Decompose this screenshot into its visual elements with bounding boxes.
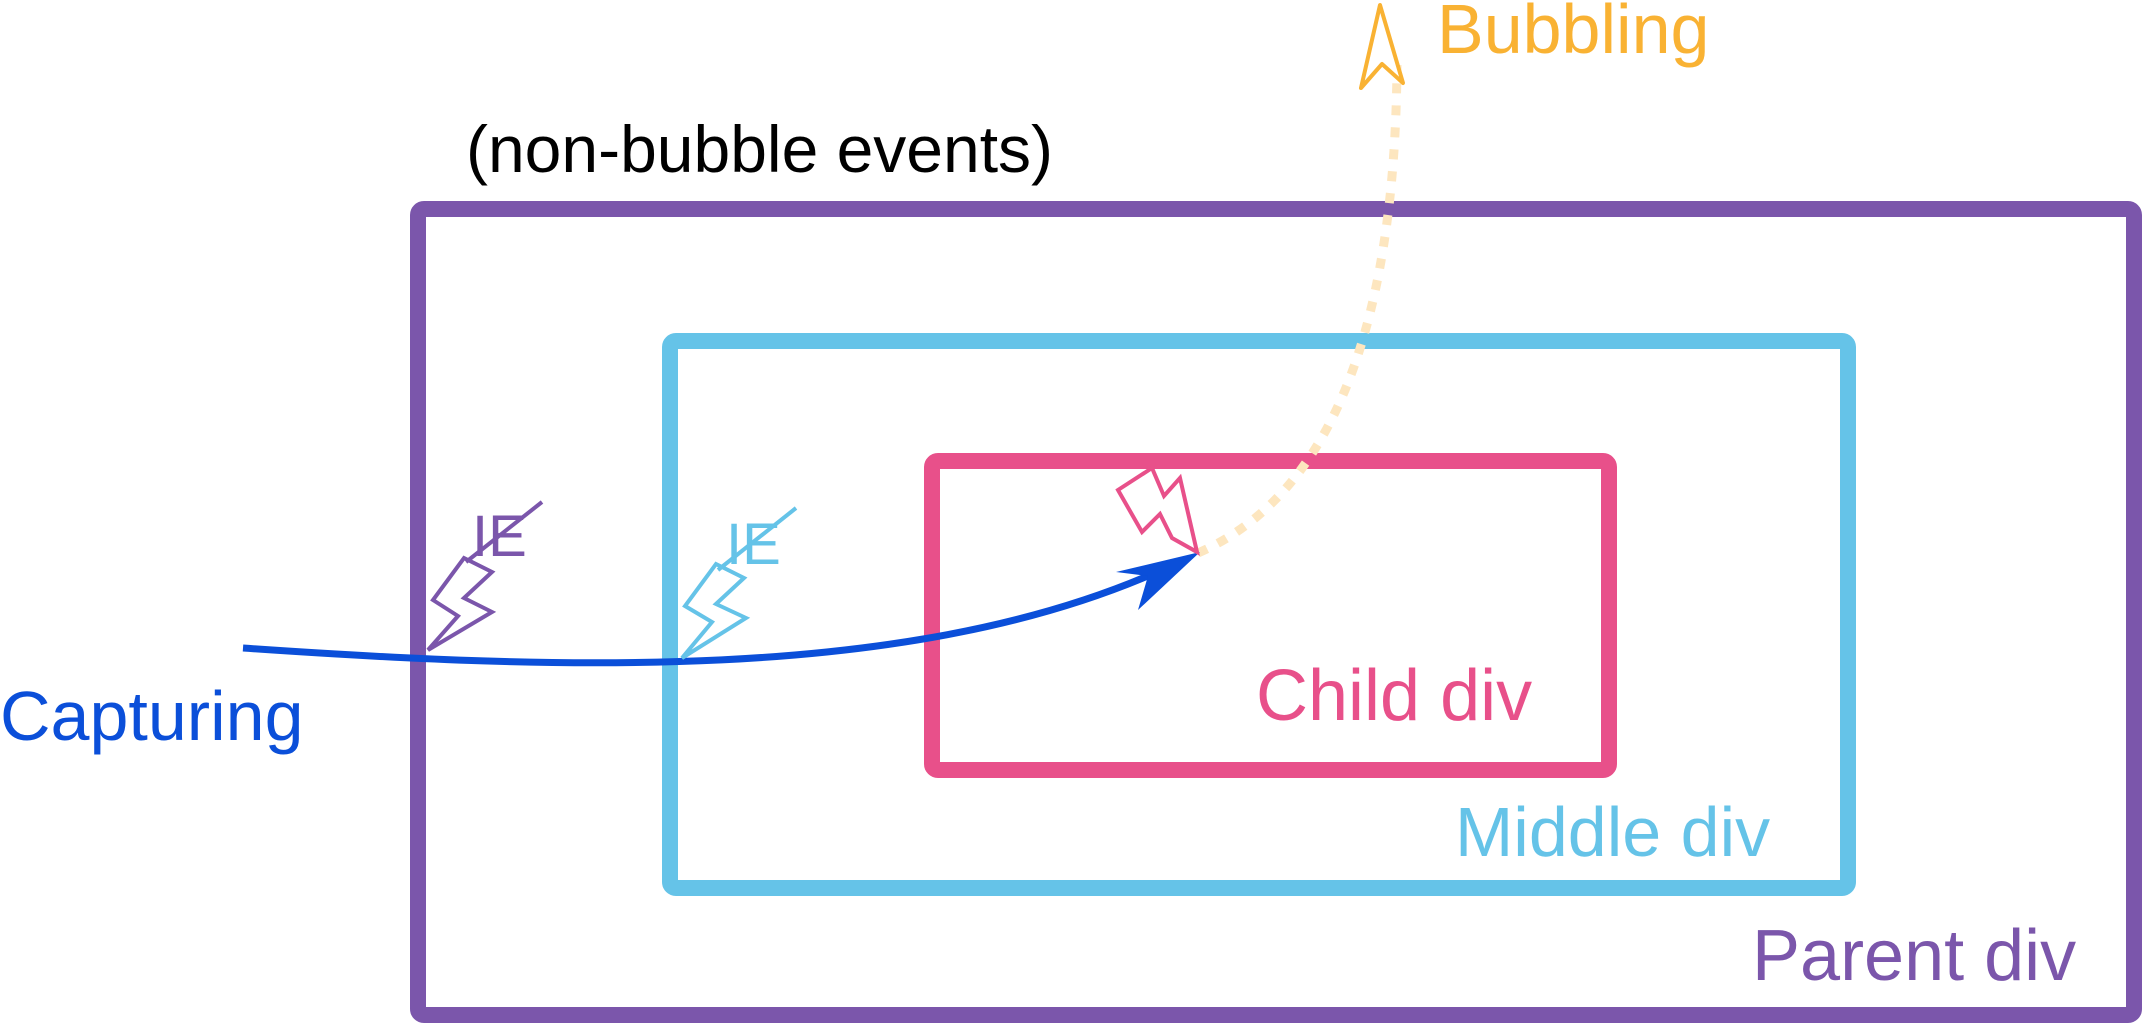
non-bubble-events-label: (non-bubble events)	[466, 112, 1053, 186]
ie-strike-line-parent	[464, 500, 544, 564]
capturing-arrowhead	[1116, 552, 1200, 610]
ie-strike-line-middle	[716, 506, 798, 572]
bubbling-label: Bubbling	[1437, 0, 1709, 68]
parent-div-label: Parent div	[1752, 916, 2076, 996]
parent-div-box	[410, 201, 2142, 1023]
capturing-label: Capturing	[0, 677, 304, 755]
lightning-bolt-icon-middle	[680, 561, 751, 660]
child-div-box	[924, 453, 1617, 778]
ie-label-middle: IE	[726, 512, 781, 577]
lightning-bolt-icon-parent	[426, 555, 497, 652]
lightning-bolt-icon-child	[1115, 465, 1200, 556]
bubbling-arrowhead	[1359, 3, 1405, 90]
middle-div-box	[662, 333, 1856, 896]
child-div-label: Child div	[1256, 656, 1532, 736]
bubbling-path	[1196, 64, 1402, 558]
capturing-arrow-line	[242, 571, 1152, 667]
middle-div-label: Middle div	[1455, 793, 1770, 871]
